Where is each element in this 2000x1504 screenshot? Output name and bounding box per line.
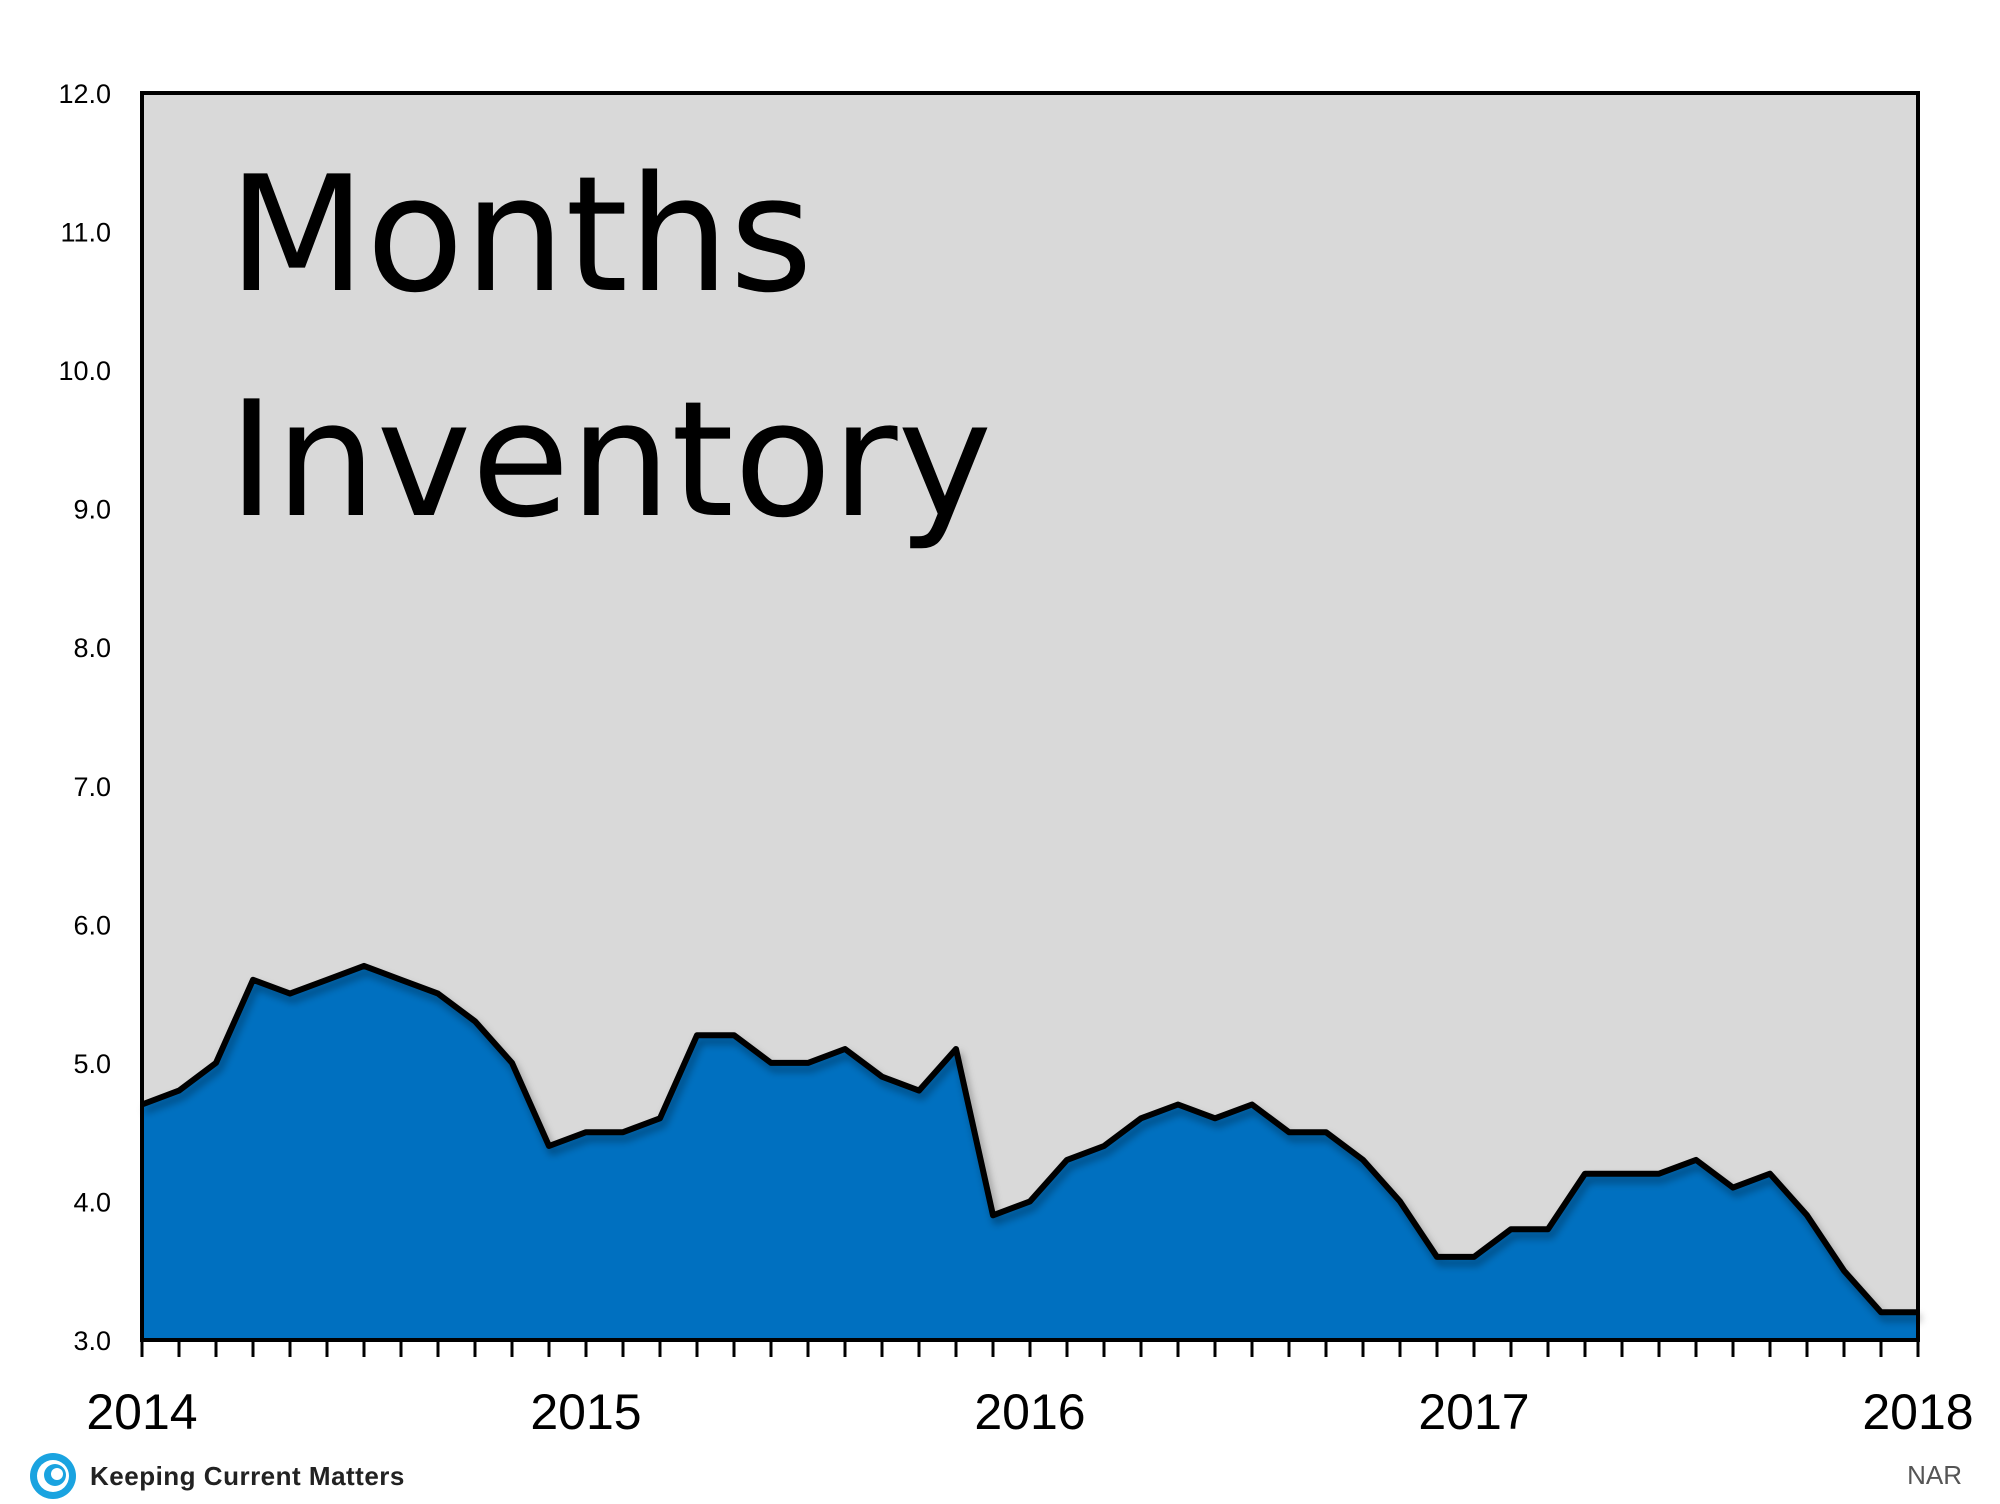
y-tick-label: 10.0 <box>58 356 111 386</box>
y-tick-label: 12.0 <box>58 79 111 109</box>
series-line <box>140 962 1918 1316</box>
y-tick-label: 9.0 <box>73 495 111 525</box>
brand-logo: Keeping Current Matters <box>28 1448 405 1504</box>
chart-title: Months Inventory <box>228 141 992 553</box>
x-tick-label: 2014 <box>86 1384 197 1440</box>
x-tick-label: 2018 <box>1862 1384 1973 1440</box>
x-tick-label: 2016 <box>974 1384 1085 1440</box>
y-tick-label: 11.0 <box>60 218 111 248</box>
y-tick-label: 4.0 <box>73 1187 111 1217</box>
brand-name: Keeping Current Matters <box>90 1460 405 1491</box>
x-axis: 2014 2015 2016 2017 2018 <box>86 1340 1974 1440</box>
x-tick-label: 2017 <box>1418 1384 1529 1440</box>
kcm-swirl-icon <box>30 1453 76 1499</box>
y-tick-label: 7.0 <box>73 772 111 802</box>
x-tick-label: 2015 <box>530 1384 641 1440</box>
y-tick-label: 6.0 <box>73 910 111 940</box>
y-tick-label: 8.0 <box>73 633 111 663</box>
chart-title-line-2: Inventory <box>228 366 992 553</box>
chart-title-line-1: Months <box>228 141 813 328</box>
y-axis: 3.0 4.0 5.0 6.0 7.0 8.0 9.0 10.0 11.0 12.0 <box>58 79 111 1356</box>
y-tick-label: 3.0 <box>73 1326 111 1356</box>
source-label: NAR <box>1907 1460 1962 1490</box>
y-tick-label: 5.0 <box>73 1049 111 1079</box>
series-area-fill <box>142 965 1918 1340</box>
